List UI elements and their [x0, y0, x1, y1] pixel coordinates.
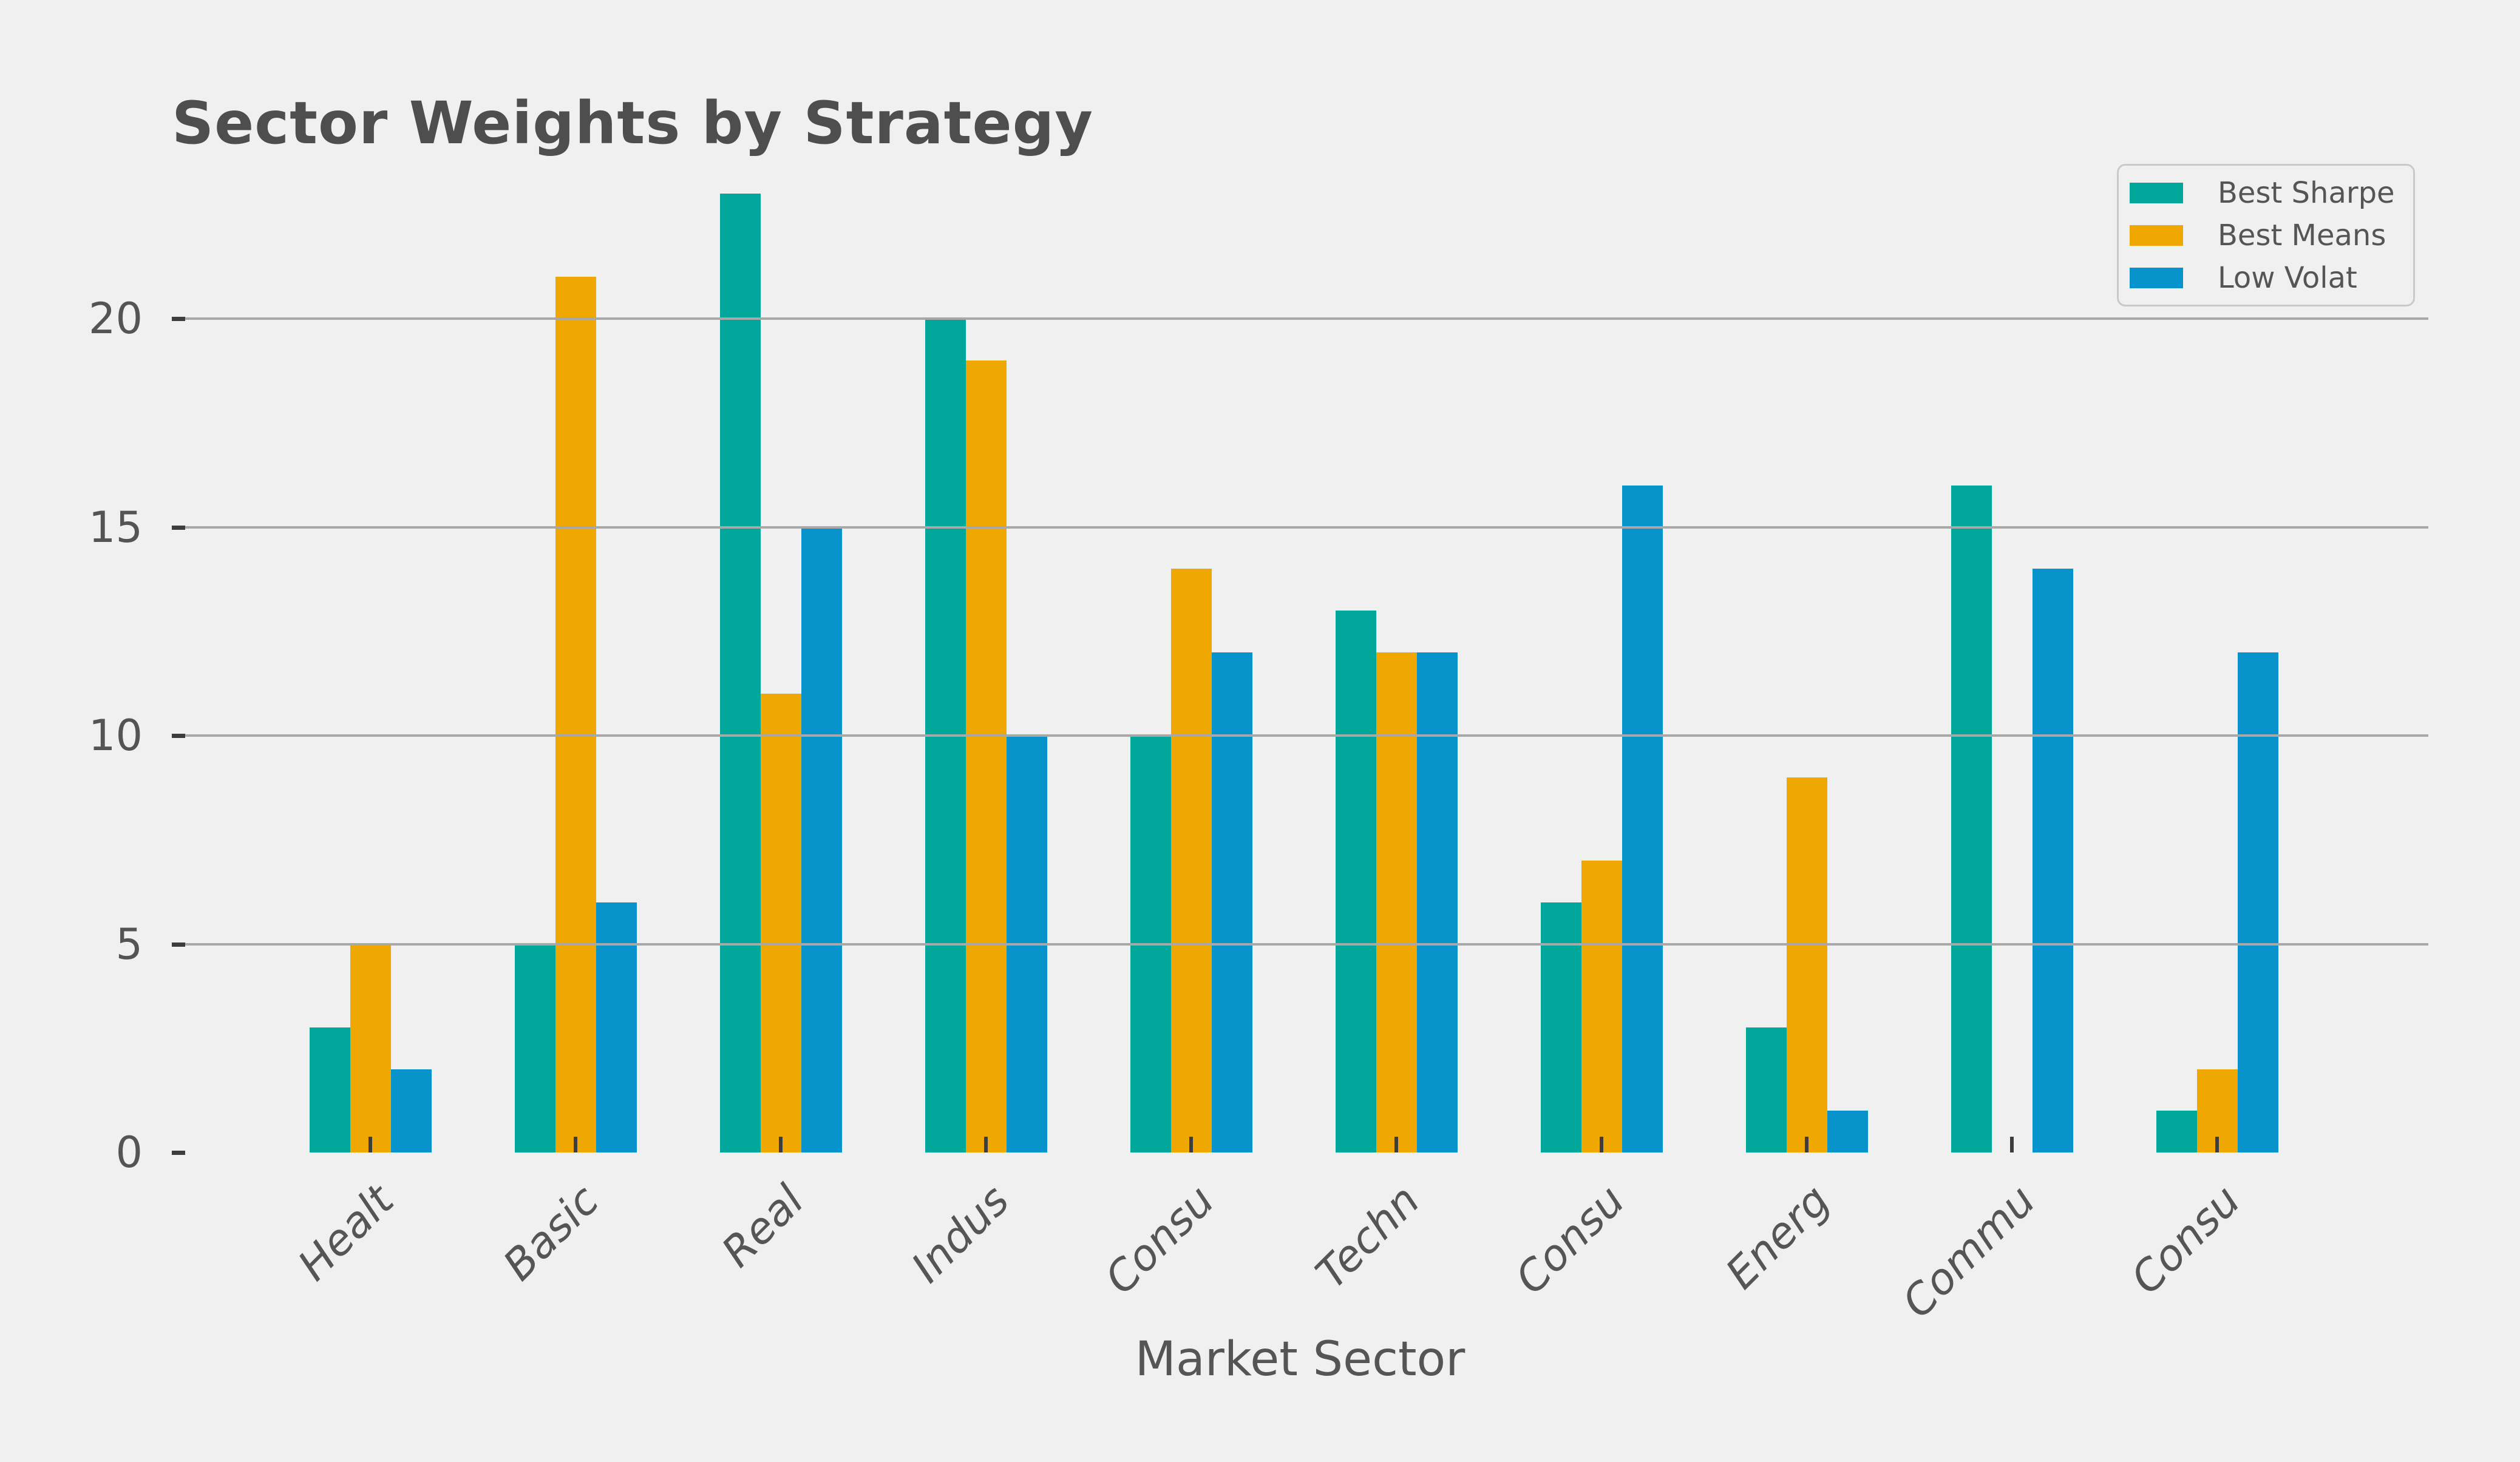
bar-best-sharpe-healt: [309, 1027, 350, 1152]
y-tick-mark-5: [172, 942, 185, 947]
x-tick-label-6-techn: Techn: [1306, 1175, 1429, 1299]
bar-best-sharpe-commu: [1951, 486, 1992, 1152]
bar-best-sharpe-basic: [514, 944, 555, 1152]
plot-area: Healt Basic Real Indus Consu Techn Consu Energ C…: [172, 146, 2428, 1327]
bar-low-volat-consu: [1622, 486, 1663, 1152]
x-tick-mark-8: [1805, 1137, 1808, 1152]
bars-row: Healt Basic Real Indus Consu Techn Consu Energ C…: [268, 146, 2320, 1327]
bar-low-volat-commu: [2032, 569, 2073, 1152]
y-tick-mark-20: [172, 317, 185, 322]
y-tick-label-15: 15: [88, 502, 143, 552]
bar-group-9-commu: Commu: [1892, 146, 2114, 1327]
bar-best-means-indus: [965, 360, 1007, 1152]
bar-group-5-consu: Consu: [1088, 146, 1294, 1304]
bar-best-means-techn: [1376, 652, 1417, 1152]
bar-group-6-techn: Techn: [1294, 146, 1499, 1298]
y-tick-label-10: 10: [88, 711, 143, 761]
x-tick-mark-9: [2010, 1137, 2014, 1152]
bar-best-means-consu: [1170, 569, 1212, 1152]
y-tick-label-5: 5: [115, 919, 143, 969]
bar-low-volat-techn: [1416, 652, 1458, 1152]
x-tick-label-1-healt: Healt: [288, 1175, 403, 1290]
x-tick-label-8-energ: Energ: [1716, 1175, 1839, 1299]
bar-best-sharpe-consu: [1540, 902, 1581, 1152]
x-tick-mark-4: [984, 1137, 988, 1152]
bar-best-sharpe-real: [719, 194, 761, 1152]
legend-row-low-volat: Low Volat: [2130, 261, 2413, 295]
bar-low-volat-energ: [1827, 1111, 1868, 1152]
legend-label-low-volat: Low Volat: [2218, 260, 2357, 295]
x-tick-label-2-basic: Basic: [493, 1175, 608, 1290]
bar-best-means-consu: [1581, 861, 1622, 1152]
y-tick-mark-0: [172, 1151, 185, 1155]
bar-low-volat-real: [801, 527, 842, 1152]
y-tick-label-20: 20: [88, 294, 143, 344]
bar-low-volat-healt: [390, 1069, 432, 1152]
bar-best-sharpe-consu: [2156, 1111, 2197, 1152]
x-tick-mark-3: [779, 1137, 783, 1152]
y-tick-mark-15: [172, 525, 185, 530]
x-tick-label-4-indus: Indus: [902, 1175, 1019, 1293]
legend-row-best-sharpe: Best Sharpe: [2130, 176, 2413, 210]
gridline-y-15: [172, 526, 2428, 529]
legend-swatch-best-means: [2130, 225, 2183, 246]
x-tick-label-7-consu: Consu: [1506, 1175, 1634, 1304]
x-tick-label-10-consu: Consu: [2121, 1175, 2250, 1304]
legend-swatch-low-volat: [2130, 267, 2183, 288]
bar-best-means-healt: [350, 944, 391, 1152]
bar-best-sharpe-energ: [1745, 1027, 1787, 1152]
bar-group-8-energ: Energ: [1704, 146, 1909, 1299]
bar-best-means-basic: [555, 277, 596, 1152]
x-tick-label-9-commu: Commu: [1892, 1175, 2045, 1328]
x-tick-mark-10: [2215, 1137, 2219, 1152]
bar-low-volat-consu: [1211, 652, 1252, 1152]
x-tick-label-3-real: Real: [712, 1175, 813, 1277]
legend: Best Sharpe Best Means Low Volat: [2117, 164, 2415, 306]
x-tick-mark-2: [574, 1137, 577, 1152]
bar-group-4-indus: Indus: [883, 146, 1088, 1292]
gridline-y-20: [172, 317, 2428, 320]
y-tick-label-0: 0: [115, 1128, 143, 1177]
x-tick-mark-5: [1189, 1137, 1193, 1152]
x-tick-label-5-consu: Consu: [1095, 1175, 1224, 1304]
legend-label-best-sharpe: Best Sharpe: [2218, 175, 2395, 210]
chart-title: Sector Weights by Strategy: [172, 89, 1093, 157]
legend-swatch-best-sharpe: [2130, 182, 2183, 203]
x-axis-title: Market Sector: [1135, 1332, 1465, 1387]
x-tick-mark-1: [368, 1137, 372, 1152]
bar-low-volat-consu: [2237, 652, 2278, 1152]
legend-row-best-means: Best Means: [2130, 218, 2413, 252]
x-tick-mark-6: [1394, 1137, 1398, 1152]
gridline-y-10: [172, 734, 2428, 737]
bar-group-2-basic: Basic: [473, 146, 678, 1290]
bar-best-means-energ: [1786, 777, 1827, 1152]
bar-group-3-real: Real: [678, 146, 883, 1277]
bar-group-1-healt: Healt: [268, 146, 473, 1290]
bar-best-means-real: [760, 694, 801, 1152]
y-tick-mark-10: [172, 734, 185, 739]
bar-low-volat-basic: [596, 902, 637, 1152]
gridline-y-5: [172, 943, 2428, 946]
bar-group-7-consu: Consu: [1499, 146, 1704, 1304]
bar-best-sharpe-techn: [1335, 611, 1376, 1152]
legend-label-best-means: Best Means: [2218, 218, 2386, 252]
x-tick-mark-7: [1600, 1137, 1603, 1152]
